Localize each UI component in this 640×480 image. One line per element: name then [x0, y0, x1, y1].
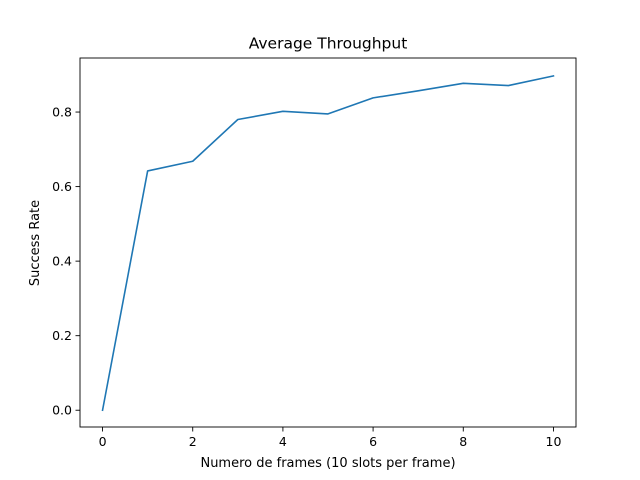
y-axis-label: Success Rate [28, 200, 43, 286]
x-axis-label: Numero de frames (10 slots per frame) [200, 456, 455, 471]
x-tick-label: 0 [99, 434, 107, 449]
plot-area: 0 2 4 6 8 10 0.0 0.2 0.4 0.6 0.8 [52, 57, 577, 449]
x-tick-label: 10 [546, 434, 562, 449]
x-tick-label: 6 [369, 434, 377, 449]
plot-frame [79, 57, 577, 428]
x-tick-label: 8 [459, 434, 467, 449]
series-line-0 [101, 74, 555, 412]
y-tick-label: 0.8 [52, 105, 72, 120]
x-tick-label: 4 [279, 434, 287, 449]
y-tick-label: 0.4 [52, 254, 72, 269]
x-tick-label: 2 [189, 434, 197, 449]
y-tick-label: 0.0 [52, 403, 72, 418]
y-tick-label: 0.6 [52, 179, 72, 194]
y-tick-label: 0.2 [52, 328, 72, 343]
chart-title: Average Throughput [249, 35, 408, 53]
